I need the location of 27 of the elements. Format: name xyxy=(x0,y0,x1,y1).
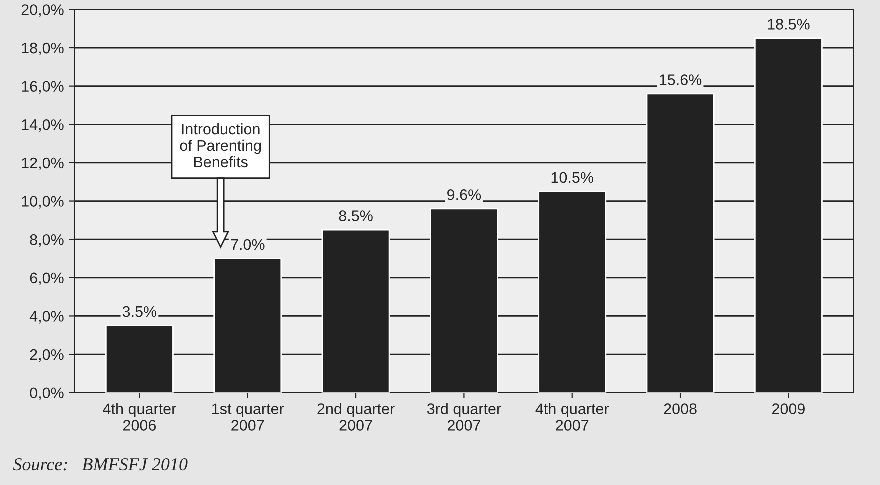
y-tick-label: 8,0% xyxy=(30,234,64,248)
x-tick-label: 4th quarter 2007 xyxy=(536,403,610,431)
y-tick-label: 0,0% xyxy=(30,388,64,400)
y-tick-label: 4,0% xyxy=(30,311,64,324)
y-tick-label: 10,0% xyxy=(22,196,64,209)
data-label: 3.5% xyxy=(122,306,157,318)
y-tick-label: 18,0% xyxy=(22,42,64,56)
x-tick-label: 4th quarter 2006 xyxy=(103,403,176,431)
data-label: 18.5% xyxy=(768,19,810,30)
annotation: Introduction of Parenting Benefits xyxy=(180,123,262,168)
x-tick-label: 2008 xyxy=(664,404,697,414)
y-tick-label: 2,0% xyxy=(30,349,64,362)
x-tick-label: 2nd quarter 2007 xyxy=(318,403,395,431)
data-label: 15.6% xyxy=(660,74,702,86)
x-tick-label: 2009 xyxy=(772,404,805,414)
x-tick-label: 1st quarter 2007 xyxy=(212,404,284,431)
y-tick-label: 6,0% xyxy=(30,272,64,286)
y-tick-label: 16,0% xyxy=(22,81,64,94)
y-tick-label: 12,0% xyxy=(22,158,64,170)
data-label: 8.5% xyxy=(339,210,373,222)
y-tick-label: 14,0% xyxy=(22,120,64,132)
data-label: 7.0% xyxy=(231,239,265,250)
x-tick-label: 3rd quarter 2007 xyxy=(427,403,502,431)
data-label: 9.6% xyxy=(448,190,482,200)
y-tick-label: 20,0% xyxy=(22,4,64,18)
data-label: 10.5% xyxy=(552,172,594,184)
source-note: Source: BMFSFJ 2010 xyxy=(13,458,188,471)
